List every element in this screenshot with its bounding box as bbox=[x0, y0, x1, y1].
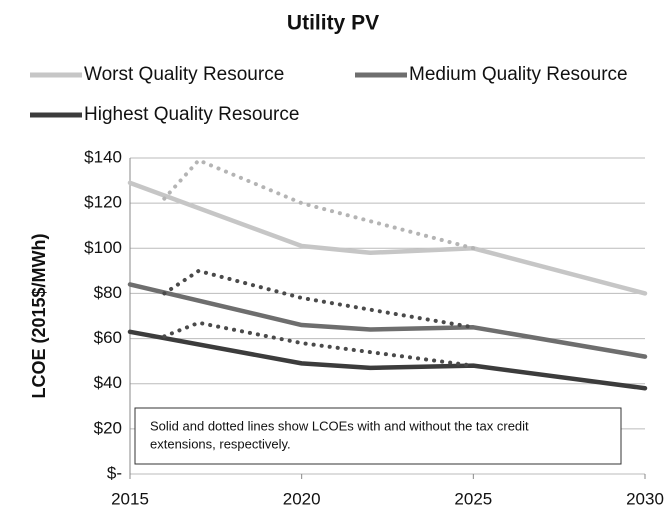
annotation: Solid and dotted lines show LCOEs with a… bbox=[150, 418, 529, 433]
x-tick-label: 2020 bbox=[283, 489, 321, 508]
annotation: extensions, respectively. bbox=[150, 436, 291, 451]
y-tick-label: $120 bbox=[84, 193, 122, 212]
annotation-box bbox=[134, 407, 622, 465]
line bbox=[127, 282, 648, 359]
y-tick-label: $60 bbox=[94, 328, 122, 347]
y-tick-label: $140 bbox=[84, 147, 122, 166]
line bbox=[127, 180, 648, 296]
legend-label: Worst Quality Resource bbox=[84, 64, 284, 85]
y-tick-label: $- bbox=[107, 463, 122, 482]
y-tick-label: $100 bbox=[84, 238, 122, 257]
y-tick-label: $20 bbox=[94, 418, 122, 437]
line bbox=[127, 329, 648, 391]
dotted-line bbox=[162, 320, 476, 368]
x-tick-label: 2015 bbox=[111, 489, 149, 508]
y-tick-label: $80 bbox=[94, 283, 122, 302]
x-tick-label: 2030 bbox=[626, 489, 664, 508]
chart-title: Utility PV bbox=[287, 12, 379, 35]
x-tick-label: 2025 bbox=[454, 489, 492, 508]
dotted-line bbox=[162, 158, 476, 251]
dotted-line bbox=[162, 268, 476, 330]
y-axis-label: LCOE (2015$/MWh) bbox=[29, 233, 49, 398]
y-tick-label: $40 bbox=[94, 373, 122, 392]
legend-label: Medium Quality Resource bbox=[409, 64, 628, 85]
legend-label: Highest Quality Resource bbox=[84, 104, 299, 125]
